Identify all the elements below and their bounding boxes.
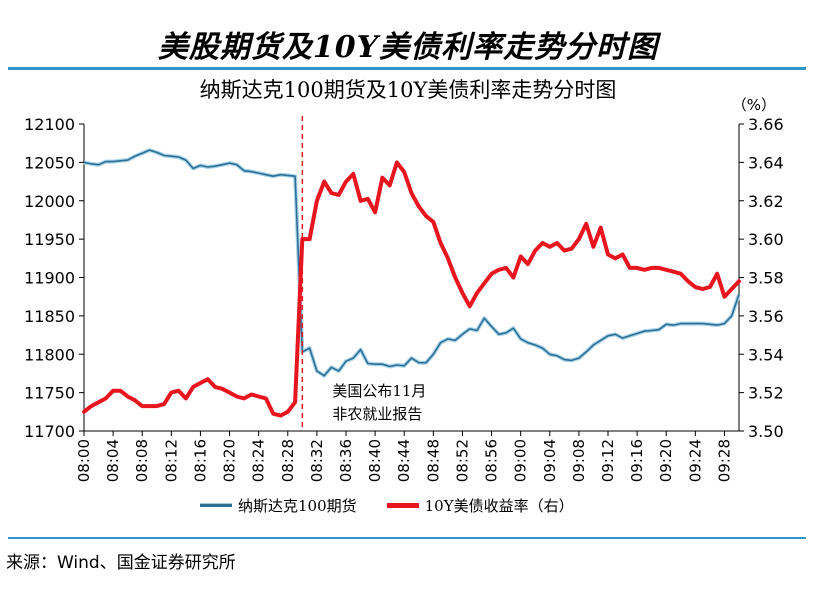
x-tick-label: 08:04: [104, 439, 122, 482]
event-annotation-text: 非农就业报告: [332, 405, 422, 423]
x-tick-label: 09:00: [512, 439, 530, 482]
legend-item-treasury: 10Y美债收益率（右）: [386, 495, 574, 516]
x-tick-label: 08:48: [424, 439, 442, 482]
chart-legend: 纳斯达克100期货 10Y美债收益率（右）: [200, 495, 604, 515]
left-tick-label: 12100: [24, 115, 75, 134]
treasury-yield-line: [82, 160, 741, 418]
right-tick-label: 3.62: [748, 192, 784, 211]
x-tick-label: 08:52: [453, 439, 471, 482]
x-tick-label: 08:28: [279, 439, 297, 482]
x-tick-label: 08:36: [337, 439, 355, 482]
x-tick-label: 09:20: [657, 439, 675, 482]
left-tick-label: 11700: [24, 422, 75, 441]
legend-label-nasdaq: 纳斯达克100期货: [238, 496, 357, 515]
x-tick-label: 08:08: [133, 439, 151, 482]
left-tick-label: 11850: [24, 307, 75, 326]
left-tick-label: 12050: [24, 153, 75, 172]
x-tick-label: 09:12: [599, 439, 617, 482]
x-tick-label: 08:32: [308, 439, 326, 482]
right-axis-unit: （%）: [731, 96, 776, 114]
legend-label-treasury: 10Y美债收益率（右）: [424, 496, 574, 515]
event-annotation-text: 美国公布11月: [332, 382, 426, 400]
nasdaq-line-halo: [83, 148, 741, 378]
x-tick-label: 09:24: [686, 439, 704, 482]
left-tick-label: 11750: [24, 384, 75, 403]
x-tick-label: 08:44: [395, 439, 413, 482]
x-tick-label: 09:28: [715, 439, 733, 482]
source-note: 来源：Wind、国金证券研究所: [6, 553, 236, 573]
nasdaq-line: [83, 149, 740, 377]
right-tick-label: 3.64: [748, 153, 784, 172]
right-tick-label: 3.50: [748, 422, 784, 441]
x-tick-label: 08:24: [250, 439, 268, 482]
left-tick-label: 11900: [24, 269, 75, 288]
legend-swatch-nasdaq: [200, 503, 232, 507]
right-tick-label: 3.54: [748, 345, 784, 364]
chart-title: 纳斯达克100期货及10Y美债利率走势分时图: [199, 78, 617, 102]
x-tick-label: 09:08: [570, 439, 588, 482]
x-tick-label: 08:56: [483, 439, 501, 482]
left-tick-label: 12000: [24, 192, 75, 211]
top-divider: [8, 67, 806, 70]
right-tick-label: 3.52: [748, 384, 784, 403]
legend-swatch-treasury: [386, 502, 419, 508]
left-tick-label: 11950: [24, 230, 75, 249]
right-tick-label: 3.56: [748, 307, 784, 326]
x-tick-label: 08:00: [75, 439, 93, 482]
x-tick-label: 09:04: [541, 439, 559, 482]
left-tick-label: 11800: [24, 345, 75, 364]
page-title: 美股期货及10Y美债利率走势分时图: [157, 30, 659, 65]
x-tick-label: 08:20: [221, 439, 239, 482]
x-tick-label: 08:40: [366, 439, 384, 482]
x-tick-label: 08:12: [162, 439, 180, 482]
right-tick-label: 3.58: [748, 269, 784, 288]
right-tick-label: 3.60: [748, 230, 784, 249]
right-tick-label: 3.66: [748, 115, 784, 134]
legend-item-nasdaq: 纳斯达克100期货: [200, 495, 357, 516]
bottom-divider: [8, 537, 806, 539]
x-tick-label: 09:16: [628, 439, 646, 482]
x-tick-label: 08:16: [191, 439, 209, 482]
